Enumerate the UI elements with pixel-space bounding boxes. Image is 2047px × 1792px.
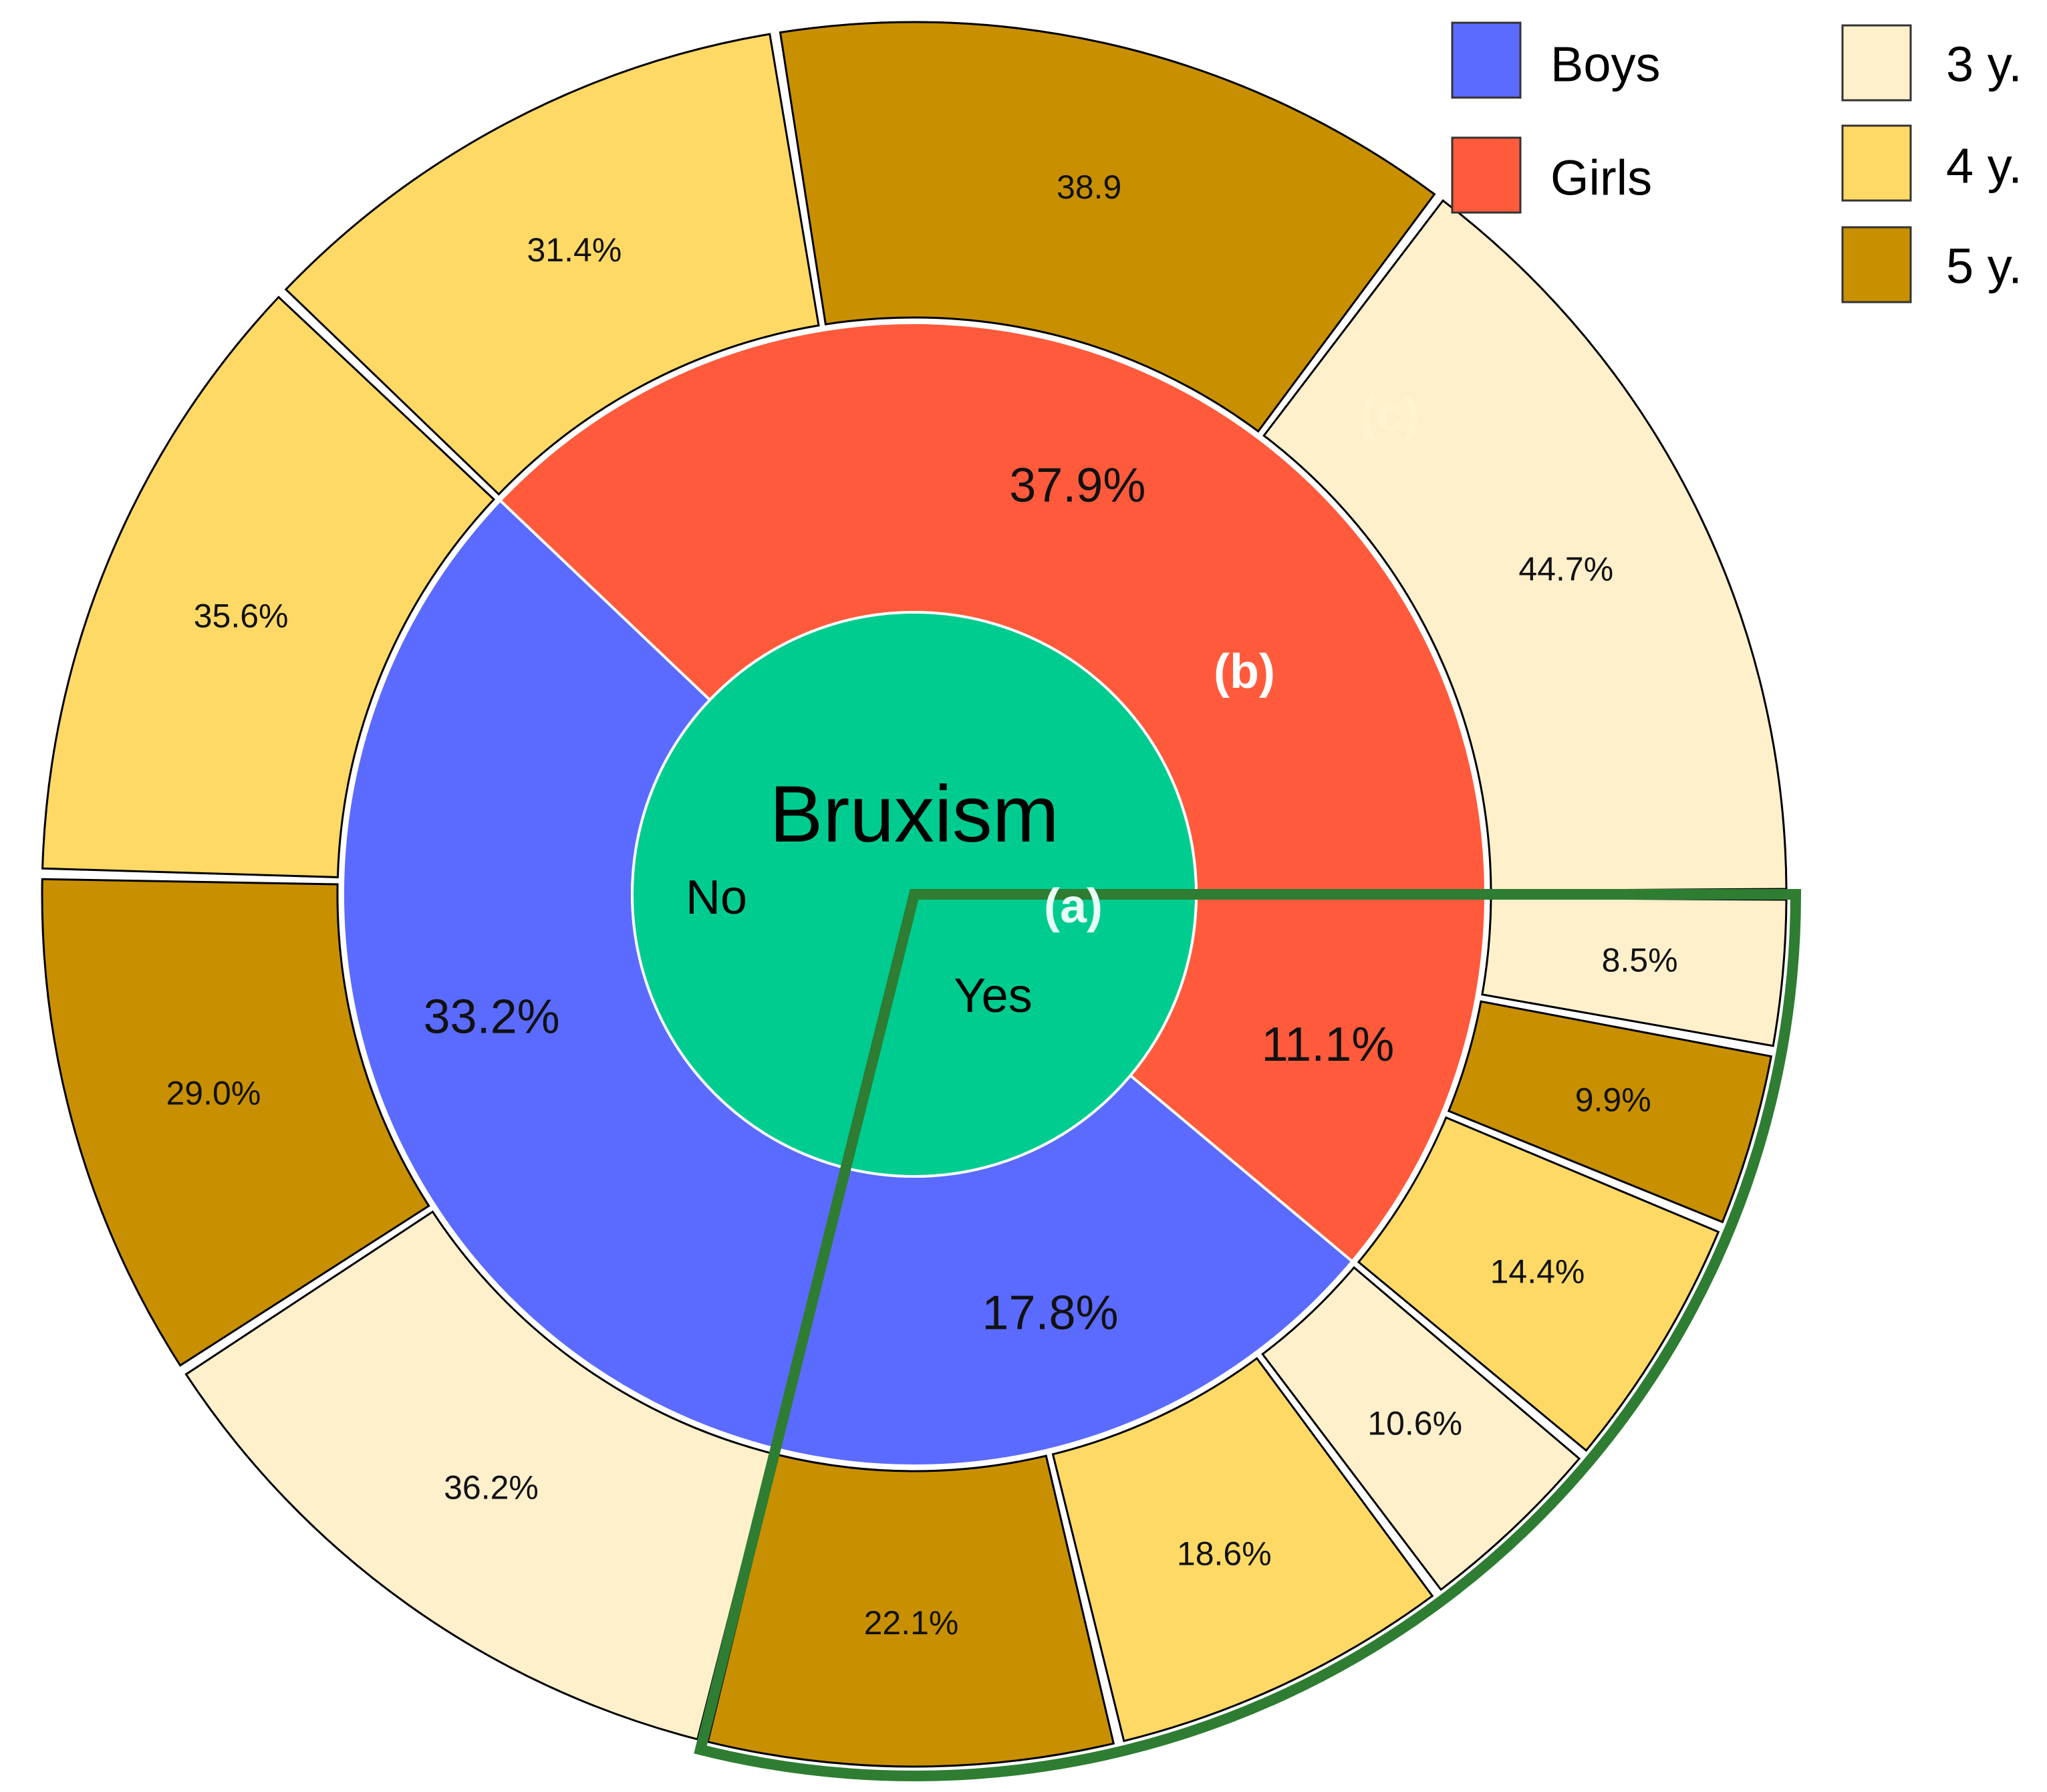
yes-highlight-outline [694, 889, 1802, 1781]
legend-swatch-4y [1841, 124, 1912, 202]
middle-ring-label: 37.9% [1009, 459, 1145, 513]
outer-ring-segment-3y [1261, 1266, 1581, 1591]
outer-ring-segment-4y [1357, 1116, 1720, 1452]
legend-swatch-3y [1841, 24, 1912, 102]
outer-ring-label: 8.5% [1602, 941, 1678, 979]
legend-label-3y: 3 y. [1946, 37, 2022, 92]
legend-swatch-boys [1451, 21, 1522, 99]
outer-ring-label: 10.6% [1367, 1405, 1462, 1442]
annotation-a: (a) [1044, 880, 1103, 933]
outer-ring-segment-3y [184, 1210, 773, 1741]
legend-label-5y: 5 y. [1946, 239, 2022, 294]
outer-ring-segment-5y [41, 878, 430, 1367]
outer-ring-label: 29.0% [166, 1075, 261, 1112]
outer-ring-label: 44.7% [1518, 550, 1613, 588]
middle-ring-label: 17.8% [982, 1286, 1118, 1339]
legend-swatch-girls [1451, 136, 1522, 214]
inner-label-yes: Yes [954, 969, 1032, 1023]
middle-ring-label: 11.1% [1261, 1018, 1394, 1071]
outer-ring-segment-5y [706, 1453, 1115, 1768]
outer-ring-segment-4y [1051, 1357, 1434, 1743]
outer-ring-segment-3y [1262, 199, 1788, 892]
middle-ring-label: 33.2% [424, 991, 560, 1044]
annotation-c: (c) [1361, 388, 1419, 441]
legend: Boys Girls 3 y. 4 y. 5 y. [1451, 21, 2022, 303]
outer-ring-segment-4y [284, 33, 820, 496]
annotation-b: (b) [1214, 645, 1275, 698]
legend-label-boys: Boys [1550, 37, 1661, 92]
legend-swatch-5y [1841, 226, 1912, 303]
outer-ring-label: 36.2% [444, 1468, 539, 1506]
outer-ring-label: 31.4% [527, 231, 622, 269]
outer-ring-label: 38.9 [1057, 168, 1121, 206]
outer-ring [41, 21, 1788, 1768]
outer-ring-segment-5y [779, 21, 1436, 433]
legend-label-4y: 4 y. [1946, 138, 2022, 194]
outer-ring-label: 22.1% [864, 1604, 959, 1642]
chart-labels: Bruxism No Yes (a) (b) (c) 37.9% 33.2% 17.… [166, 168, 1678, 1642]
yes-highlight-path [694, 889, 1802, 1781]
outer-ring-label: 14.4% [1490, 1253, 1585, 1291]
outer-ring-segment-5y [1447, 1000, 1773, 1224]
inner-label-no: No [686, 871, 747, 924]
legend-label-girls: Girls [1550, 150, 1652, 206]
center-title: Bruxism [769, 769, 1059, 859]
outer-ring-label: 35.6% [194, 598, 289, 635]
outer-ring-segment-4y [41, 295, 496, 878]
outer-ring-label: 18.6% [1177, 1535, 1272, 1572]
outer-ring-label: 9.9% [1575, 1081, 1651, 1119]
middle-ring [341, 322, 1488, 1468]
